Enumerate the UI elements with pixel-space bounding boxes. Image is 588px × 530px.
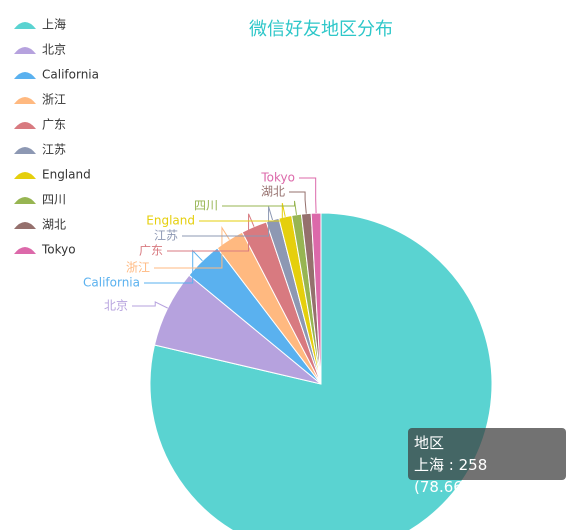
slice-label: 广东 bbox=[139, 244, 163, 258]
tooltip-line: 上海 : 258 (78.66%) bbox=[414, 456, 488, 496]
slice-label: 湖北 bbox=[261, 184, 285, 199]
legend-label: California bbox=[42, 68, 99, 82]
slice-label: 四川 bbox=[194, 199, 218, 213]
legend-icon bbox=[14, 97, 36, 104]
legend-icon bbox=[14, 197, 36, 204]
slice-label: 江苏 bbox=[154, 229, 178, 243]
leader-line bbox=[222, 200, 298, 215]
chart-title: 微信好友地区分布 bbox=[249, 19, 393, 40]
leader-line bbox=[289, 191, 307, 214]
legend-icon bbox=[14, 47, 36, 54]
leader-line bbox=[167, 213, 255, 252]
leader-line bbox=[299, 177, 317, 214]
legend-label: Tokyo bbox=[41, 243, 76, 257]
tooltip-category: 上海 bbox=[414, 456, 445, 474]
tooltip-percent: 78.66% bbox=[419, 478, 478, 496]
leader-line bbox=[154, 226, 230, 269]
leader-line bbox=[199, 202, 286, 222]
legend-icon bbox=[14, 222, 36, 229]
legend-label: 广东 bbox=[42, 118, 66, 132]
legend-icon bbox=[14, 22, 36, 29]
legend-label: 浙江 bbox=[42, 93, 66, 107]
slice-label: 浙江 bbox=[126, 261, 150, 275]
legend-label: 上海 bbox=[42, 17, 66, 32]
tooltip: 地区 上海 : 258 (78.66%) bbox=[408, 428, 566, 496]
tooltip-series: 地区 bbox=[414, 434, 445, 452]
tooltip-value: 258 bbox=[458, 456, 488, 474]
legend-icon bbox=[14, 172, 36, 179]
legend-label: 湖北 bbox=[42, 217, 66, 232]
legend-icon bbox=[14, 122, 36, 129]
slice-label: Tokyo bbox=[260, 171, 295, 185]
legend-label: 北京 bbox=[42, 43, 66, 57]
legend-icon bbox=[14, 72, 36, 79]
legend-label: England bbox=[42, 168, 91, 182]
leader-line bbox=[144, 249, 203, 284]
slice-label: England bbox=[146, 214, 195, 228]
legend-icon bbox=[14, 247, 36, 254]
slice-label: California bbox=[83, 276, 140, 290]
leader-line bbox=[132, 301, 168, 309]
slice-label: 北京 bbox=[104, 299, 128, 313]
legend-label: 江苏 bbox=[42, 143, 66, 157]
legend-icon bbox=[14, 147, 36, 154]
legend-label: 四川 bbox=[42, 193, 66, 207]
